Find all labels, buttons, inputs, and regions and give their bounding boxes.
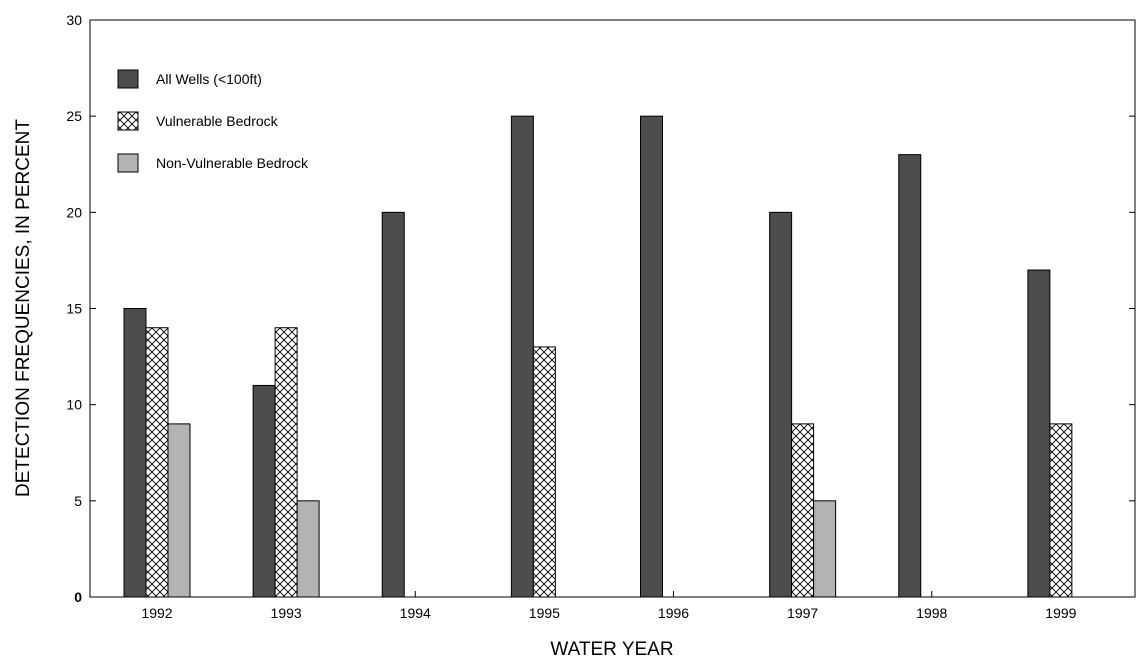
y-axis: 0 5 10 15 20 25 30 — [66, 12, 1135, 605]
bar — [1049, 423, 1073, 598]
bar — [791, 423, 815, 598]
bar-series — [123, 115, 1073, 598]
y-tick-label: 20 — [66, 204, 82, 220]
x-tick-label: 1993 — [271, 605, 302, 621]
bar — [898, 154, 922, 598]
legend-swatch — [117, 111, 139, 131]
x-tick-label: 1996 — [658, 605, 689, 621]
bar — [510, 115, 534, 598]
bar — [640, 115, 663, 598]
plot-area-frame — [89, 19, 1136, 598]
bar — [296, 500, 320, 598]
y-tick-label: 15 — [66, 301, 82, 317]
legend-label: All Wells (<100ft) — [156, 71, 262, 87]
bar — [167, 423, 191, 598]
y-tick-label: 25 — [66, 108, 82, 124]
x-tick-label: 1998 — [916, 605, 947, 621]
y-tick-label: 30 — [66, 12, 82, 28]
bar — [769, 211, 793, 598]
x-tick-label: 1995 — [529, 605, 560, 621]
legend-label: Non-Vulnerable Bedrock — [156, 155, 309, 171]
bar — [813, 500, 837, 598]
legend-label: Vulnerable Bedrock — [156, 113, 279, 129]
y-tick-label: 10 — [66, 397, 82, 413]
x-tick-label: 1997 — [787, 605, 818, 621]
y-tick-label: 0 — [74, 589, 82, 605]
bar — [532, 346, 556, 598]
bar — [274, 327, 298, 598]
x-tick-label: 1994 — [400, 605, 431, 621]
bar — [381, 211, 405, 598]
x-axis-title: WATER YEAR — [550, 639, 673, 659]
bar — [145, 327, 169, 598]
bar — [1027, 269, 1051, 598]
legend: All Wells (<100ft) Vulnerable Bedrock Non-… — [117, 69, 309, 173]
x-tick-label: 1999 — [1045, 605, 1076, 621]
bar — [252, 384, 276, 598]
y-axis-title: DETECTION FREQUENCIES, IN PERCENT — [13, 119, 34, 497]
y-tick-label: 5 — [74, 493, 82, 509]
legend-swatch — [117, 153, 139, 173]
bar — [123, 308, 147, 598]
legend-swatch — [117, 69, 139, 89]
x-tick-label: 1992 — [141, 605, 172, 621]
